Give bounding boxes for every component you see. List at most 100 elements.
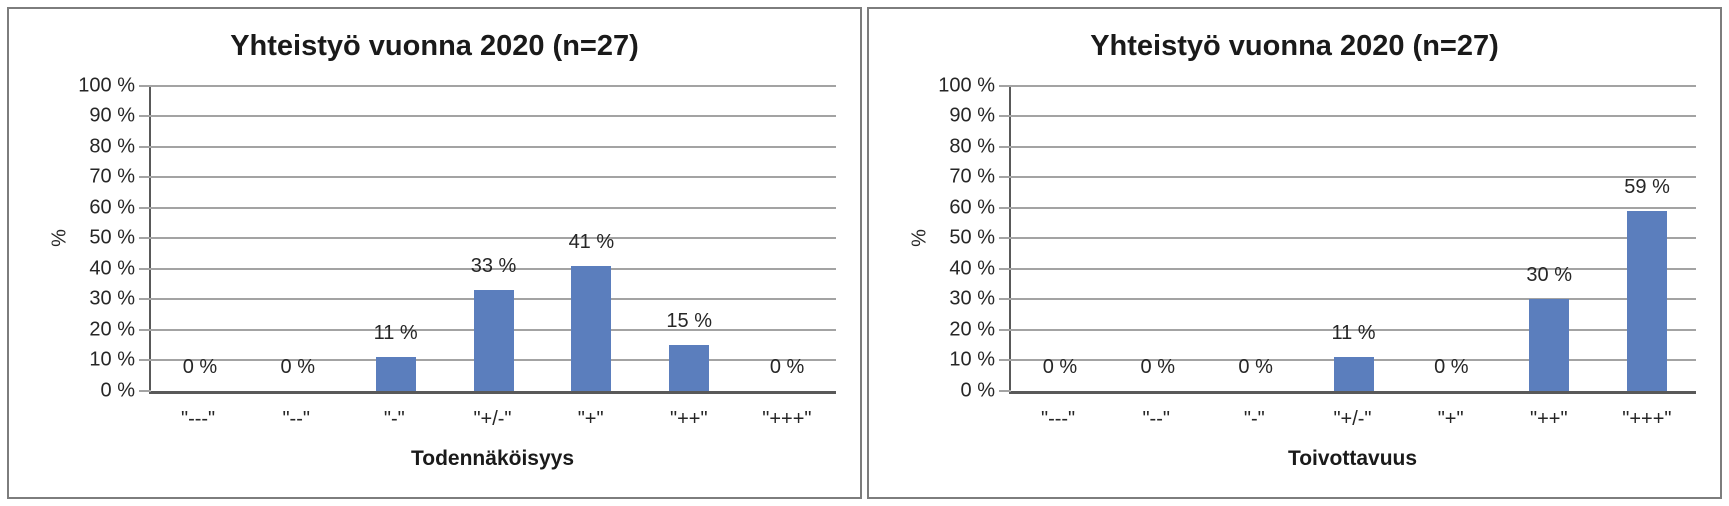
x-axis-labels: "---" "--" "-" "+/-" "+" "++" "+++" — [149, 408, 836, 431]
bar-value-label: 0 % — [769, 355, 805, 378]
y-tick-label: 70 % — [949, 165, 995, 188]
y-axis-tick — [999, 389, 1011, 392]
plot-area: % 0 % 0 % 0 % 11 % 0 % 30 % 59 % 100 % 90 % 80 %… — [908, 74, 1696, 401]
y-axis-tick — [139, 206, 151, 209]
gridline — [1011, 328, 1696, 331]
y-axis-tick — [999, 84, 1011, 87]
bars-row: 0 % 0 % 0 % 11 % 0 % 30 % 59 % — [1011, 86, 1696, 391]
y-tick-label: 90 % — [89, 104, 135, 127]
bar — [375, 357, 416, 391]
x-tick-label: "+" — [577, 407, 604, 430]
x-tick-label: "+/-" — [473, 407, 512, 430]
x-tick-label: "+/-" — [1333, 407, 1372, 430]
chart-panel-toivottavuus: Yhteistyö vuonna 2020 (n=27) % 0 % 0 % 0 %… — [867, 7, 1722, 499]
x-tick-label: "+" — [1437, 407, 1464, 430]
y-tick-label: 20 % — [89, 318, 135, 341]
chart-title: Yhteistyö vuonna 2020 (n=27) — [1090, 30, 1499, 62]
x-tick-label: "++" — [669, 407, 708, 430]
bar-value-label: 11 % — [1331, 322, 1376, 345]
y-tick-label: 80 % — [89, 135, 135, 158]
bar-value-label: 0 % — [1140, 355, 1176, 378]
bar-slot: 0 % — [151, 86, 249, 391]
y-tick-label: 30 % — [949, 287, 995, 310]
y-tick-label: 60 % — [949, 196, 995, 219]
y-tick-label: 90 % — [949, 104, 995, 127]
x-tick-label: "++" — [1529, 407, 1568, 430]
y-axis-tick — [999, 298, 1011, 301]
bar-value-label: 30 % — [1526, 264, 1573, 287]
bar-slot: 0 % — [738, 86, 836, 391]
y-tick-label: 100 % — [78, 74, 135, 97]
gridline — [1011, 298, 1696, 301]
y-axis-tick — [139, 237, 151, 240]
bar-slot: 15 % — [640, 86, 738, 391]
bar-value-label: 0 % — [1042, 355, 1078, 378]
y-axis-tick — [999, 145, 1011, 148]
y-axis-tick — [139, 145, 151, 148]
bar-slot: 0 % — [249, 86, 347, 391]
y-axis-title: % — [908, 229, 931, 248]
x-tick-label: "-" — [383, 407, 405, 430]
x-axis-title: Toivottavuus — [1287, 446, 1418, 470]
y-tick-label: 10 % — [949, 348, 995, 371]
x-tick-label: "-" — [1243, 407, 1265, 430]
gridline — [1011, 267, 1696, 270]
y-tick-label: 30 % — [89, 287, 135, 310]
chart-title: Yhteistyö vuonna 2020 (n=27) — [230, 30, 639, 62]
bar-value-label: 33 % — [470, 255, 517, 278]
bar-value-label: 0 % — [1434, 355, 1469, 378]
bar — [1627, 210, 1668, 391]
y-tick-label: 60 % — [89, 196, 135, 219]
y-axis-tick — [139, 328, 151, 331]
bar — [1529, 299, 1570, 391]
y-axis-tick — [139, 298, 151, 301]
bar-value-label: 0 % — [1238, 355, 1273, 378]
gridline — [1011, 145, 1696, 148]
gridline — [151, 267, 836, 270]
y-tick-label: 0 % — [100, 379, 135, 402]
gridline — [151, 84, 836, 87]
y-tick-label: 70 % — [89, 165, 135, 188]
y-tick-label: 40 % — [89, 257, 135, 280]
bar-value-label: 41 % — [568, 230, 615, 253]
gridline — [1011, 84, 1696, 87]
x-tick-label: "+++" — [1622, 407, 1672, 430]
x-tick-label: "---" — [1040, 407, 1076, 430]
y-axis-title: % — [48, 229, 71, 248]
x-tick-label: "+++" — [762, 407, 812, 430]
y-tick-label: 20 % — [949, 318, 995, 341]
y-tick-label: 10 % — [89, 348, 135, 371]
y-axis-tick — [999, 237, 1011, 240]
x-tick-label: "--" — [282, 407, 310, 430]
bar-slot: 11 % — [1305, 86, 1403, 391]
gridline — [1011, 237, 1696, 240]
y-tick-label: 80 % — [949, 135, 995, 158]
y-tick-label: 40 % — [949, 257, 995, 280]
y-axis-tick — [139, 359, 151, 362]
chart-area: % 0 % 0 % 0 % 11 % 0 % 30 % 59 % 100 % 90 % 80 %… — [869, 74, 1696, 471]
y-tick-label: 50 % — [949, 226, 995, 249]
bar — [473, 290, 514, 391]
gridline — [151, 206, 836, 209]
y-axis-tick — [999, 115, 1011, 118]
y-axis-tick — [999, 359, 1011, 362]
bars-row: 0 % 0 % 11 % 33 % 41 % 15 % 0 % — [151, 86, 836, 391]
bar — [1333, 357, 1374, 391]
chart-panel-todennakoisyys: Yhteistyö vuonna 2020 (n=27) % 0 % 0 % 11 … — [7, 7, 862, 499]
gridline — [1011, 206, 1696, 209]
y-tick-label: 100 % — [938, 74, 995, 97]
bar-slot: 0 % — [1109, 86, 1207, 391]
y-tick-label: 50 % — [89, 226, 135, 249]
bar-slot: 0 % — [1207, 86, 1305, 391]
y-tick-label: 0 % — [960, 379, 995, 402]
y-axis-tick — [139, 84, 151, 87]
bar — [669, 345, 710, 391]
gridline — [151, 237, 836, 240]
x-axis-title: Todennäköisyys — [411, 446, 574, 470]
bar-slot: 59 % — [1598, 86, 1696, 391]
bar-slot: 41 % — [542, 86, 640, 391]
gridline — [151, 115, 836, 118]
chart-area: % 0 % 0 % 11 % 33 % 41 % 15 % 0 % 100 % 90 % 80 … — [9, 74, 836, 471]
y-axis-tick — [999, 328, 1011, 331]
